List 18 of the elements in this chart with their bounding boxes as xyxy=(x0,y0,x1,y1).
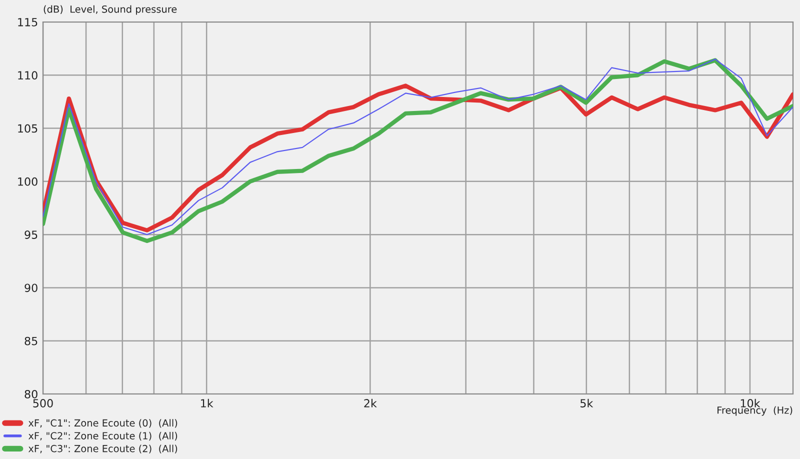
legend-label: xF, "C1": Zone Ecoute (0) (All) xyxy=(28,419,178,428)
legend-label: xF, "C2": Zone Ecoute (1) (All) xyxy=(28,432,178,441)
x-axis-title: Frequency (Hz) xyxy=(718,406,792,416)
x-tick-label: 1k xyxy=(201,398,214,408)
legend-label: xF, "C3": Zone Ecoute (2) (All) xyxy=(28,444,178,454)
x-tick-label: 10k xyxy=(740,398,760,408)
y-tick-label: 115 xyxy=(18,18,38,26)
y-axis-title: (dB) Level, Sound pressure xyxy=(44,5,177,15)
x-tick-label: 5k xyxy=(580,398,594,408)
y-tick-label: 80 xyxy=(24,390,38,398)
x-tick-label: 2k xyxy=(364,398,377,408)
y-tick-label: 105 xyxy=(18,124,38,133)
x-tick-label: 500 xyxy=(33,399,53,408)
y-tick-label: 110 xyxy=(18,71,38,80)
y-tick-label: 85 xyxy=(24,336,38,346)
y-tick-label: 90 xyxy=(24,284,38,292)
y-tick-label: 95 xyxy=(24,230,38,239)
y-tick-label: 100 xyxy=(18,177,38,186)
